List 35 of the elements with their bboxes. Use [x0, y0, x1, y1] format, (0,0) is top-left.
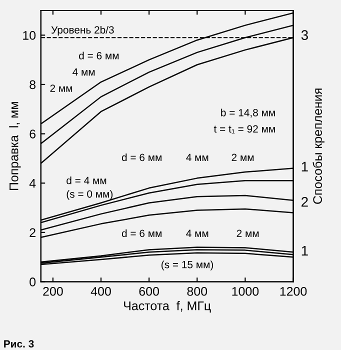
x-tick-label: 400	[90, 286, 111, 296]
ref-line-label: Уровень 2b/3	[51, 26, 114, 36]
y-tick-label: 10	[23, 30, 36, 40]
annotation: b = 14,8 мм	[221, 108, 275, 118]
annotation: 2 мм	[232, 154, 254, 162]
annotation: t = t₁ = 92 мм	[214, 125, 275, 134]
x-tick-label: 800	[187, 286, 208, 296]
annotation: d = 6 мм	[79, 52, 119, 60]
y2-axis-title: Способы крепления	[312, 88, 324, 204]
annotation: (s = 0 мм)	[66, 190, 113, 200]
annotation: 2 мм	[236, 230, 259, 237]
annotation: d = 6 мм	[122, 229, 162, 238]
text: 2	[302, 196, 308, 207]
text: Рис. 3	[4, 340, 34, 348]
annotation: d = 6 мм	[122, 153, 162, 162]
annotation: 4 мм	[186, 230, 208, 237]
text: 1	[302, 162, 308, 172]
y-tick-label: 0	[30, 278, 36, 286]
x-tick-label: 600	[139, 286, 160, 296]
annotation: d = 4 мм	[66, 176, 106, 184]
y-axis-title: Поправка l, мм	[9, 102, 21, 190]
x-tick-label: 200	[43, 286, 63, 296]
y-tick-label: 4	[29, 179, 36, 188]
x-tick-label: 1200	[280, 286, 307, 296]
x-tick-label: 1000	[232, 286, 259, 296]
y-tick-label: 6	[30, 130, 36, 138]
y-tick-label: 2	[30, 228, 36, 237]
annotation: 2 мм	[50, 84, 72, 92]
text: 1	[302, 246, 308, 256]
annotation: (s = 15 мм)	[162, 260, 214, 270]
text: 3	[301, 30, 308, 40]
y-tick-label: 8	[30, 80, 36, 90]
annotation: 4 мм	[72, 68, 95, 76]
annotation: 4 мм	[186, 154, 208, 162]
x-axis-title: Частота f, МГц	[124, 301, 211, 313]
